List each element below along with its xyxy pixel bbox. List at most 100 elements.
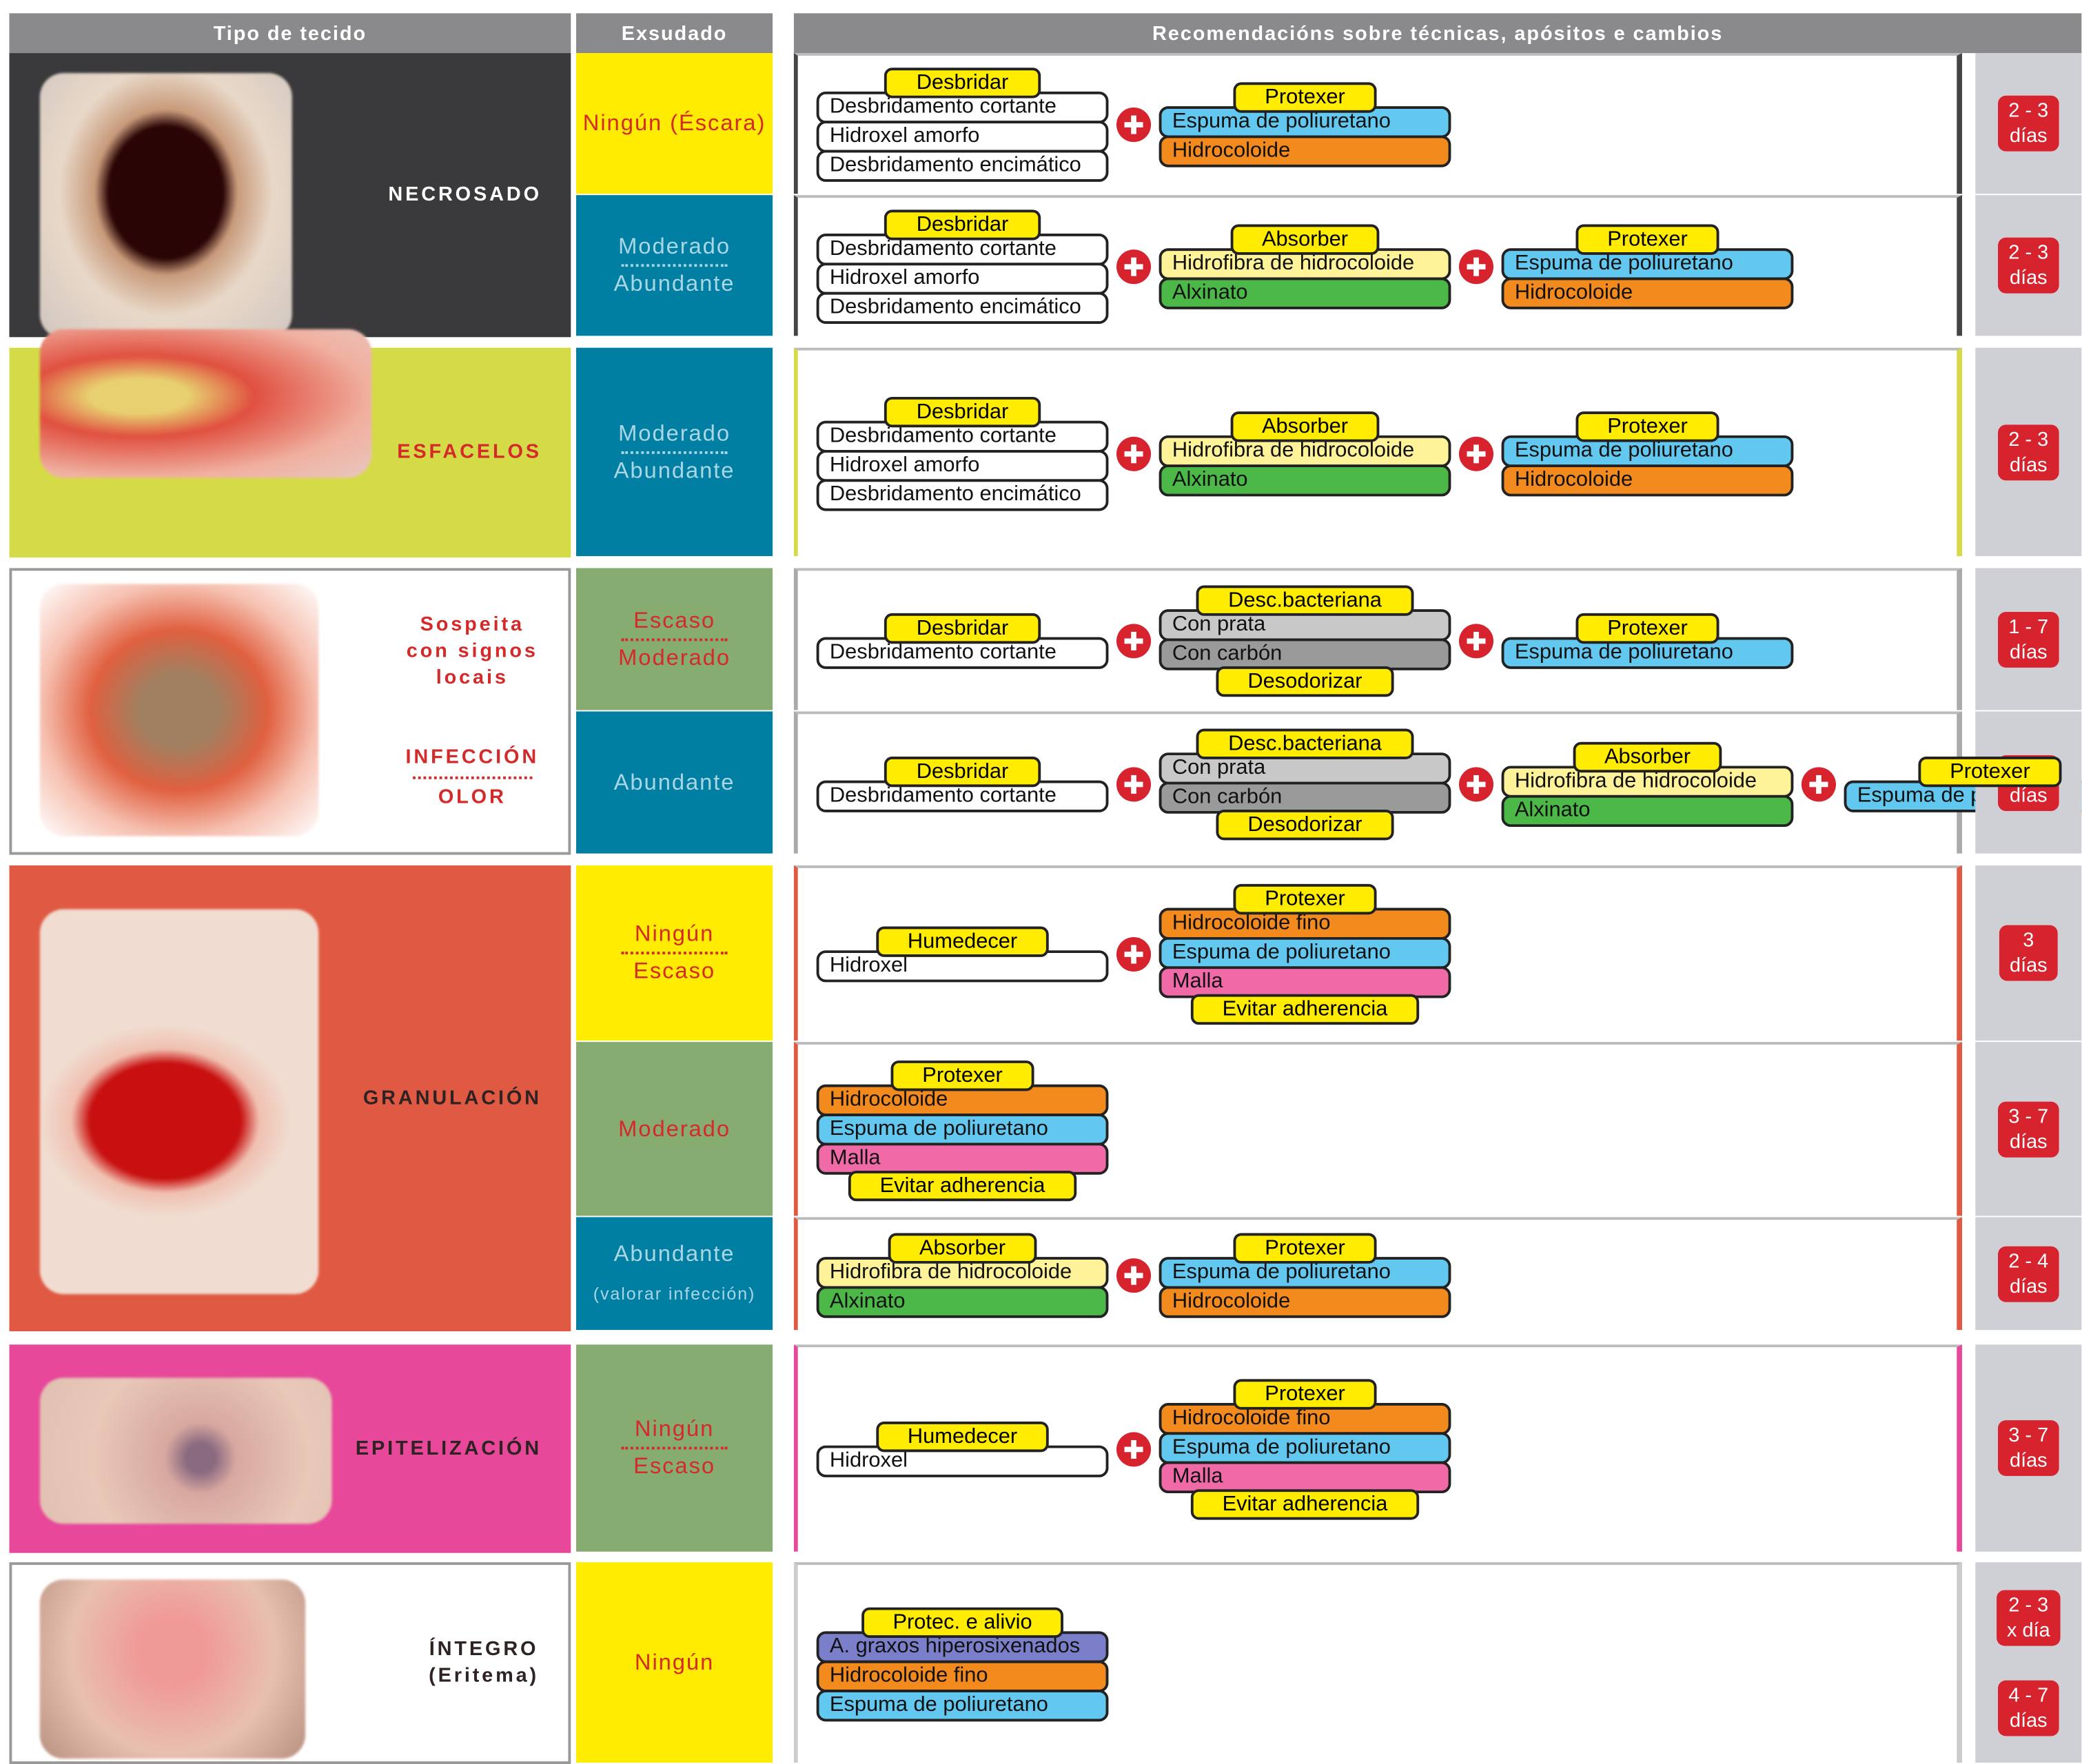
change-text: 2 - 3 [2008,241,2049,265]
exudate-label: Moderado [618,234,731,259]
dressing-item: Desbridamento encimático [816,478,1109,511]
dressing-item: Con carbón [1159,781,1451,813]
step-items: Desbridamento cortante [816,636,1109,668]
step: Desc.bacteriana Con prata Con carbón Desodo… [1159,584,1451,697]
change-text: 3 - 7 [2008,1105,2049,1128]
dressing-item: Espuma de poliuretano [816,1113,1109,1145]
step: Desc.bacteriana Con prata Con carbón Desodo… [1159,728,1451,840]
dressing-item: Alxinato [816,1285,1109,1317]
tissue-label: NECROSADO [388,183,542,206]
plus-icon [1458,249,1494,285]
change-cell: 2 - 3 días [1975,195,2082,336]
change-text: días [2009,1709,2048,1732]
step: Protexer Espuma de poliuretano Hidrocoloid… [1159,1232,1451,1317]
wound-photo [39,72,292,339]
step: Protexer Espuma de poliuretano [1501,612,1794,668]
plus-icon [1116,1258,1152,1293]
change-badge: 4 - 7 días [1997,1679,2059,1736]
exudate-label: Abundante [613,457,735,483]
change-cell: 3 - 7 días [1975,1344,2082,1552]
step: Protexer Hidrocoloide fino Espuma de poliu… [1159,1379,1451,1520]
dressing-item: Hidrocoloide [1159,1285,1451,1317]
dressing-item: Malla [1159,966,1451,998]
dressing-item: Hidrofibra de hidrocoloide [1159,248,1451,280]
step-items: Hidroxel [816,1445,1109,1477]
change-badge: 2 - 4 días [1997,1245,2059,1302]
change-badge: 3 - 7 días [1997,1420,2059,1477]
step-items: Espuma de poliuretano Hidrocoloide [1501,434,1794,496]
change-text: 4 - 7 [2008,1683,2049,1707]
tissue-block: INFECCIÓN OLOR [405,745,539,811]
change-text: 2 - 3 [2008,428,2049,451]
change-text: x día [2006,1619,2050,1641]
plus-icon [1458,435,1494,471]
step: Humedecer Hidroxel [816,1422,1109,1477]
wound-photo [39,1377,332,1524]
dressing-item: Malla [816,1142,1109,1174]
dressing-item: Alxinato [1501,794,1794,827]
change-text: días [2009,954,2048,977]
exudate-cell: Ningún Escaso [575,1344,773,1552]
exudate-cell: Moderado Abundante [575,195,773,336]
step-items: Hidrocoloide Espuma de poliuretano Malla [816,1083,1109,1174]
step-label: Absorber [1229,224,1380,255]
plus-icon [1116,936,1152,972]
step-label: Desbridar [884,396,1041,427]
exudate-cell: Escaso Moderado [575,568,773,710]
step-items: Hidrocoloide fino Espuma de poliuretano Ma… [1159,907,1451,998]
step-items: Espuma de poliuretano Hidrocoloide [1159,1256,1451,1317]
step-items: Espuma de poliuretano Hidrocoloide [1501,248,1794,309]
step: Desbridar Desbridamento cortante [816,756,1109,812]
step-footer: Evitar adherencia [848,1169,1077,1201]
recommendation-row: Protexer Hidrocoloide Espuma de poliuretan… [793,1042,1963,1216]
change-text: 1 - 7 [2008,615,2049,638]
dressing-item: Hidrocoloide [1159,135,1451,167]
change-text: días [2009,783,2048,807]
change-text: días [2009,1275,2048,1298]
step-items: Con prata Con carbón [1159,752,1451,813]
tissue-label: Sospeita [420,613,524,636]
exudate-cell: Ningún [575,1562,773,1763]
change-text: 2 - 3 [2008,99,2049,123]
change-text: 2 - 3 [2008,1593,2049,1617]
step-label: Desbridar [884,612,1041,644]
step-items: Hidrofibra de hidrocoloide Alxinato [1501,765,1794,827]
header-tissue: Tipo de tecido [9,13,571,54]
step: Protexer Espuma de poliuretano Hidrocoloid… [1501,224,1794,309]
step-label: Desc.bacteriana [1196,584,1414,615]
dressing-item: Con carbón [1159,637,1451,670]
exudate-cell: Ningún (Éscara) [575,53,773,194]
change-cell: 3 días [1975,865,2082,1041]
exudate-label: Ningún [634,1416,715,1442]
change-cell: 2 - 3 días [1975,347,2082,557]
change-badge: 2 - 3 días [1997,424,2059,480]
step-label: Protec. e alivio [861,1606,1064,1638]
tissue-label: locais [436,666,509,689]
plus-icon [1116,249,1152,285]
dressing-item: Espuma de poliuretano [816,1689,1109,1721]
step: Protec. e alivio A. graxos hiperosixenado… [816,1606,1109,1721]
step-label: Humedecer [875,926,1050,957]
step-label: Protexer [1575,224,1719,255]
step-items: Hidrofibra de hidrocoloide Alxinato [1159,434,1451,496]
step-label: Protexer [1575,612,1719,644]
tissue-label: ESFACELOS [397,440,542,464]
dressing-item: Hidroxel amorfo [816,449,1109,482]
dressing-item: Hidrocoloide [1501,277,1794,309]
step-label: Absorber [1572,741,1723,772]
step-items: A. graxos hiperosixenados Hidrocoloide fi… [816,1630,1109,1721]
recommendation-row: Desbridar Desbridamento cortante Hidroxel … [793,53,1963,194]
step-label: Desbridar [884,68,1041,99]
tissue-label: con signos [406,639,538,663]
exudate-label: Escaso [633,1453,716,1479]
step: Desbridar Desbridamento cortante [816,612,1109,668]
dressing-item: Hidroxel [816,1445,1109,1477]
tissue-labels: GRANULACIÓN [363,1085,542,1112]
plus-icon [1116,623,1152,658]
step-items: Hidrocoloide fino Espuma de poliuretano Ma… [1159,1403,1451,1494]
dotted-separator [621,264,728,267]
step-label: Absorber [887,1232,1038,1263]
